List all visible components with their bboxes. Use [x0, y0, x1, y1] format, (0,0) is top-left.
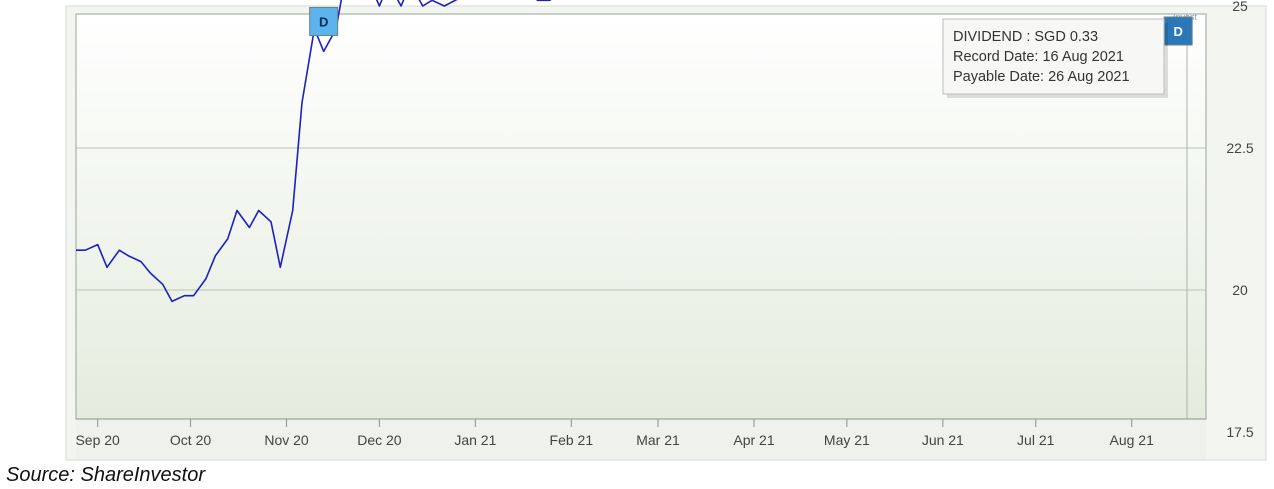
price-chart: Sep 20 Oct 20 Nov 20 Dec 20 Jan 21 Feb 21 Mar … — [65, 0, 1267, 461]
x-tick-label: Jan 21 — [454, 432, 496, 448]
tooltip-line: Record Date: 16 Aug 2021 — [953, 49, 1124, 65]
dividend-markers: DDDD — [309, 6, 1193, 46]
tooltip-line: DIVIDEND : SGD 0.33 — [953, 29, 1098, 45]
dividend-marker-label: D — [1173, 24, 1182, 39]
y-tick-label: 17.5 — [1226, 424, 1253, 440]
tooltip-box — [942, 18, 1165, 95]
x-axis-band — [76, 419, 1206, 459]
x-tick-label: Jul 21 — [1017, 432, 1055, 448]
dividend-tooltip: DIVIDEND : SGD 0.33 Record Date: 16 Aug 2… — [942, 18, 1168, 98]
x-tick-label: Oct 20 — [170, 432, 211, 448]
x-tick-label: Aug 21 — [1110, 432, 1155, 448]
x-tick-label: Nov 20 — [264, 432, 309, 448]
x-axis: Sep 20 Oct 20 Nov 20 Dec 20 Jan 21 Feb 21 Mar … — [75, 418, 1206, 459]
x-tick-label: Mar 21 — [636, 432, 680, 448]
y-tick-label: 22.5 — [1226, 140, 1253, 156]
x-tick-label: May 21 — [824, 432, 870, 448]
y-tick-label: 20 — [1232, 282, 1248, 298]
dividend-marker-label: D — [319, 14, 328, 29]
source-caption: Source: ShareInvestor — [6, 464, 205, 486]
x-tick-label: Apr 21 — [733, 432, 774, 448]
x-tick-label: Dec 20 — [357, 432, 402, 448]
price-line — [76, 0, 552, 303]
grid-layer — [76, 14, 1206, 419]
chart-svg: Sep 20 Oct 20 Nov 20 Dec 20 Jan 21 Feb 21 Mar … — [65, 0, 1267, 461]
tooltip-line: Payable Date: 26 Aug 2021 — [953, 69, 1130, 85]
x-tick-label: Jun 21 — [922, 432, 964, 448]
x-tick-label: Sep 20 — [75, 432, 120, 448]
y-tick-label: 25 — [1232, 0, 1248, 14]
x-tick-label: Feb 21 — [550, 432, 594, 448]
dividend-marker — [309, 6, 339, 36]
